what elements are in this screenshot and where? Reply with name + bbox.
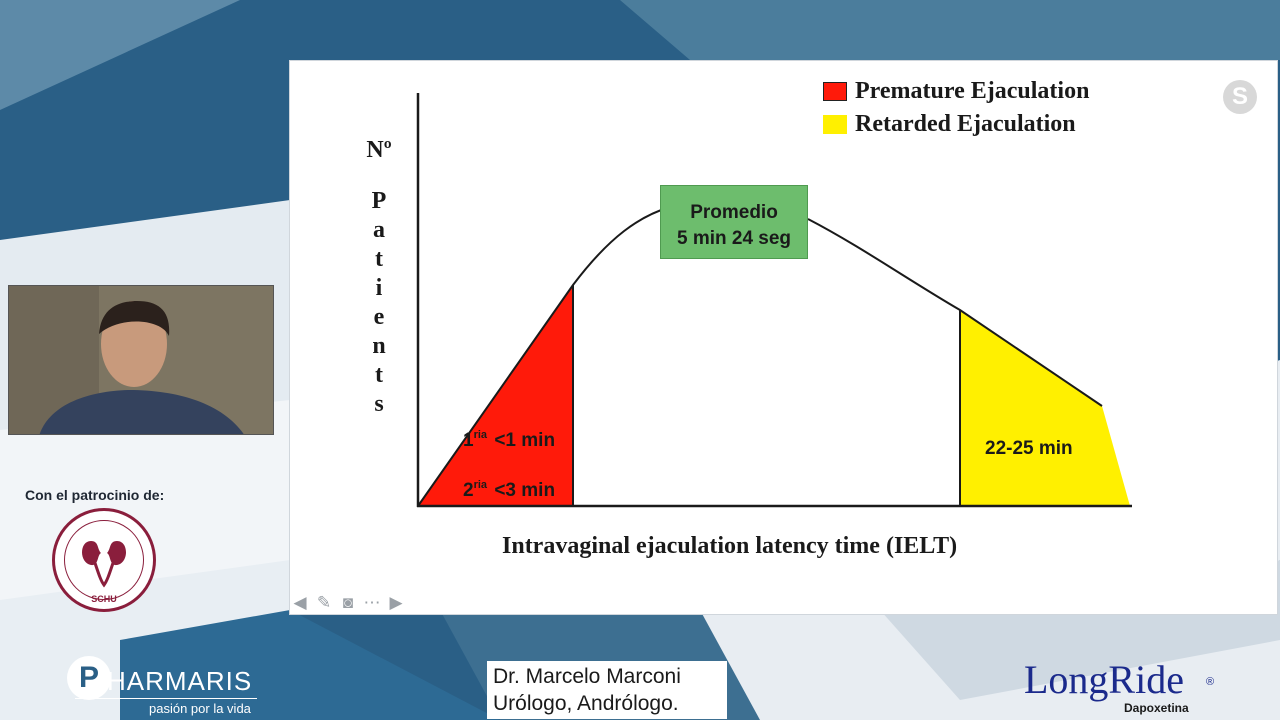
slide-nav-toolbar: ◀ ✎ ◙ ⋯ ▶: [290, 593, 406, 613]
y-axis-letter: P: [371, 188, 387, 214]
ordinal-number: 2: [463, 480, 474, 501]
webcam-image: [9, 286, 273, 434]
retarded-label: 22-25 min: [985, 438, 1073, 459]
premature-secondary-value: <3 min: [494, 480, 556, 501]
schu-abbreviation: SCHU: [91, 594, 117, 604]
y-axis-letter: e: [373, 304, 385, 330]
pharmaris-name: HARMARIS: [107, 666, 253, 696]
speaker-webcam: [8, 285, 274, 435]
promedio-title: Promedio: [690, 202, 778, 223]
legend-retarded-label: Retarded Ejaculation: [855, 111, 1076, 137]
legend-premature: Premature Ejaculation: [823, 75, 1089, 108]
y-axis-letter: n: [372, 333, 386, 359]
y-axis-label: Nº P a t i e n t s: [366, 136, 392, 419]
schu-inner-ring: [64, 520, 144, 600]
pharmaris-p-mark: P: [67, 656, 111, 700]
y-axis-letter: a: [373, 217, 385, 243]
y-axis-letter: t: [375, 246, 383, 272]
chart-legend: Premature Ejaculation Retarded Ejaculati…: [823, 75, 1089, 141]
y-axis-letter: t: [375, 362, 383, 388]
premature-secondary-label: 2ria <3 min: [463, 479, 555, 502]
y-axis-letter: i: [375, 275, 383, 301]
ordinal-suffix: ria: [473, 429, 488, 441]
pharmaris-divider: [75, 698, 257, 699]
legend-swatch-yellow: [823, 115, 847, 134]
arrow-right-icon[interactable]: ▶: [389, 593, 403, 612]
premature-primary-value: <1 min: [494, 430, 556, 451]
longride-logo: LongRide ® Dapoxetina: [1024, 657, 1214, 716]
legend-premature-label: Premature Ejaculation: [855, 78, 1090, 104]
pharmaris-slogan: pasión por la vida: [149, 701, 251, 716]
sponsor-text: Con el patrocinio de:: [25, 487, 165, 503]
registered-mark: ®: [1206, 676, 1215, 688]
legend-retarded: Retarded Ejaculation: [823, 108, 1089, 141]
y-axis-letter: s: [374, 391, 384, 417]
promedio-value: 5 min 24 seg: [676, 228, 792, 249]
screen-icon[interactable]: ◙: [342, 593, 354, 612]
schu-logo: SCHU: [52, 508, 156, 612]
x-axis-label: Intravaginal ejaculation latency time (I…: [502, 533, 958, 559]
ielt-distribution-chart: [416, 93, 1132, 508]
premature-primary-label: 1ria <1 min: [463, 429, 555, 452]
speaker-caption: Dr. Marcelo Marconi Urólogo, Andrólogo.: [487, 661, 727, 719]
longride-subtitle: Dapoxetina: [1124, 701, 1189, 715]
legend-swatch-red: [823, 82, 847, 101]
more-icon[interactable]: ⋯: [363, 593, 381, 612]
ordinal-suffix: ria: [473, 479, 488, 491]
kidney-icon: [82, 541, 126, 588]
speaker-name: Dr. Marcelo Marconi: [493, 665, 681, 688]
promedio-box: Promedio 5 min 24 seg: [660, 185, 808, 259]
skype-icon[interactable]: S: [1223, 80, 1257, 114]
speaker-title: Urólogo, Andrólogo.: [493, 692, 679, 715]
distribution-curve: [417, 206, 1103, 507]
arrow-left-icon[interactable]: ◀: [293, 593, 307, 612]
longride-name: LongRide: [1024, 657, 1184, 702]
retarded-region: [960, 310, 1130, 506]
presentation-slide: Premature Ejaculation Retarded Ejaculati…: [289, 60, 1278, 615]
pen-icon[interactable]: ✎: [316, 593, 332, 612]
y-axis-number-sign: Nº: [366, 137, 392, 163]
ordinal-number: 1: [463, 430, 474, 451]
